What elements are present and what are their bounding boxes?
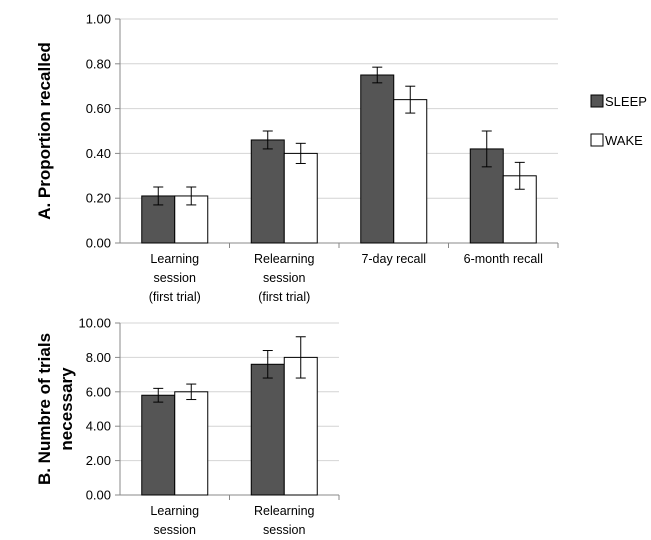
legend-swatch-wake	[590, 133, 604, 147]
x-category-label: Learning	[150, 504, 199, 518]
y-axis-title: necessary	[57, 367, 76, 451]
x-category-label: session	[154, 523, 196, 537]
y-axis-title: A. Proportion recalled	[35, 42, 54, 220]
x-category-label: Learning	[150, 252, 199, 266]
y-tick-label: 0.20	[86, 191, 111, 206]
x-category-label: session	[154, 271, 196, 285]
chart-legend: SLEEP WAKE	[590, 94, 647, 148]
y-tick-label: 6.00	[86, 384, 111, 399]
y-tick-label: 0.40	[86, 146, 111, 161]
bar-wake	[283, 356, 318, 496]
chart-b-number-of-trials: 0.00 2.00 4.00 6.00 8.00 10.00 Learning session…	[35, 316, 340, 537]
bar-sleep	[250, 139, 285, 244]
y-tick-label: 10.00	[78, 316, 111, 331]
y-tick-label: 0.00	[86, 236, 111, 251]
x-category-label: 6-month recall	[464, 252, 543, 266]
bar-wake	[283, 152, 318, 244]
x-category-label: session	[263, 523, 305, 537]
chart-a-proportion-recalled: 0.00 0.20 0.40 0.60 0.80 1.00 Learning session (…	[35, 12, 559, 304]
y-tick-label: 0.80	[86, 56, 111, 71]
legend-label-wake: WAKE	[605, 133, 643, 148]
bar-sleep	[360, 74, 395, 244]
legend-swatch-sleep	[590, 94, 604, 108]
x-category-label: 7-day recall	[361, 252, 426, 266]
y-tick-label: 2.00	[86, 453, 111, 468]
x-category-label: session	[263, 271, 305, 285]
y-axis-title: B. Numbre of trials	[35, 333, 54, 485]
x-category-label: (first trial)	[149, 290, 201, 304]
x-category-label: Relearning	[254, 504, 315, 518]
y-tick-label: 4.00	[86, 419, 111, 434]
bar-sleep	[250, 363, 285, 496]
y-tick-label: 0.60	[86, 101, 111, 116]
bar-wake	[174, 391, 209, 496]
legend-label-sleep: SLEEP	[605, 94, 647, 109]
y-tick-label: 8.00	[86, 350, 111, 365]
bar-sleep	[141, 394, 176, 496]
y-tick-label: 1.00	[86, 12, 111, 27]
y-tick-label: 0.00	[86, 488, 111, 503]
x-category-label: Relearning	[254, 252, 315, 266]
bar-wake	[174, 195, 209, 244]
x-category-label: (first trial)	[258, 290, 310, 304]
bar-wake	[393, 99, 428, 244]
